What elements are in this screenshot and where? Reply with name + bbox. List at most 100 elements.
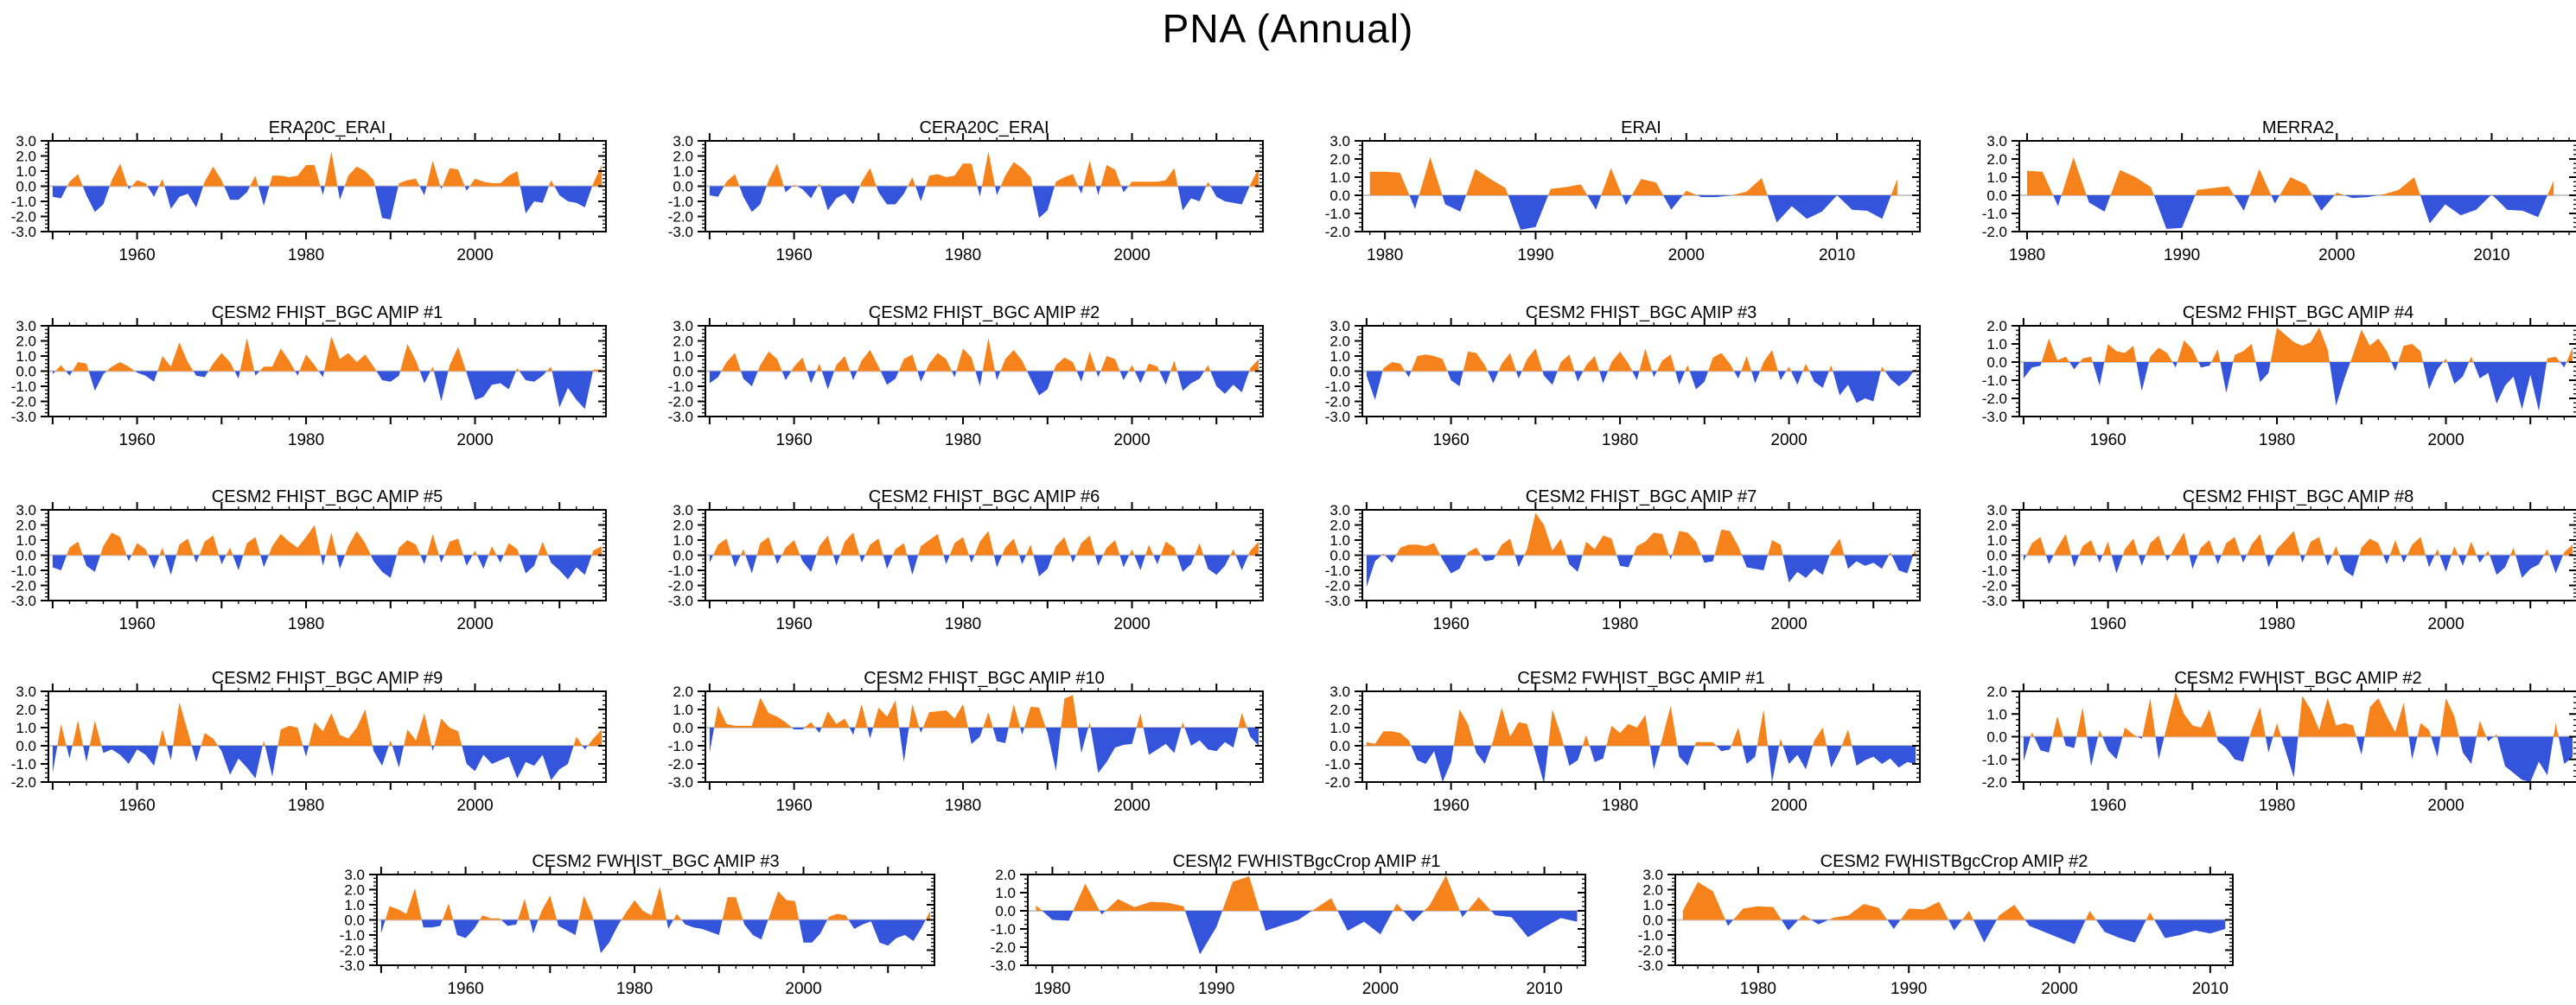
y-tick-label: -1.0 [1325,756,1350,773]
x-tick-label: 1980 [945,615,981,633]
panel-title: CESM2 FHIST_BGC AMIP #8 [2183,487,2414,506]
series-area-positive [1682,881,2226,920]
x-tick-label: 1960 [2089,615,2126,633]
y-tick-label: -3.0 [11,224,36,240]
y-tick-label: 1.0 [344,897,365,913]
y-tick-label: -3.0 [1325,593,1350,609]
y-tick-label: -2.0 [11,578,36,595]
y-tick-label: -1.0 [11,563,36,579]
x-tick-label: 1990 [1891,980,1927,998]
y-tick-label: 2.0 [1986,318,2007,334]
y-tick-label: -1.0 [668,738,693,754]
y-tick-label: 3.0 [16,318,36,334]
series-area-positive [709,338,1259,372]
y-tick-label: -3.0 [11,593,36,609]
series-area-positive [1036,875,1578,911]
x-tick-label: 1960 [1432,797,1469,815]
y-tick-label: 1.0 [995,885,1016,901]
y-tick-label: 0.0 [1329,188,1350,204]
series-area-negative [1369,195,1897,230]
y-tick-label: 2.0 [995,867,1016,883]
series-area-positive [2023,328,2573,362]
series-area-positive [380,887,931,920]
series-area-negative [1036,911,1578,955]
y-tick-label: 2.0 [1642,882,1663,899]
panel-title: CESM2 FHIST_BGC AMIP #5 [212,487,443,506]
x-tick-label: 1980 [288,797,324,815]
y-tick-label: 2.0 [1986,518,2007,534]
panel-title: CESM2 FHIST_BGC AMIP #3 [1526,303,1757,322]
panel-7: CESM2 FHIST_BGC AMIP #4 1960 1980 2000 -3.0 -… [1982,303,2576,449]
y-tick-label: -3.0 [668,224,693,240]
y-tick-label: -2.0 [1982,578,2007,595]
x-tick-label: 1980 [945,246,981,264]
panel-title: CESM2 FWHISTBgcCrop AMIP #1 [1173,852,1441,871]
y-tick-label: 3.0 [344,867,365,883]
y-tick-label: 0.0 [673,548,693,564]
y-tick-label: 3.0 [16,684,36,700]
x-tick-label: 1980 [288,246,324,264]
y-tick-label: -2.0 [1982,774,2007,791]
series-area-positive [709,531,1259,556]
panel-title: CESM2 FHIST_BGC AMIP #6 [869,487,1100,506]
panel-title: CESM2 FHIST_BGC AMIP #1 [212,303,443,322]
x-tick-label: 2000 [2427,615,2464,633]
panel-title: MERRA2 [2262,118,2334,137]
x-tick-label: 2000 [1113,431,1150,449]
series-area-negative [52,186,603,219]
y-tick-label: -2.0 [11,209,36,226]
y-tick-label: 0.0 [344,913,365,929]
y-tick-label: 2.0 [673,149,693,165]
panel-title: ERA20C_ERAI [269,118,386,137]
series-area-negative [1682,919,2226,945]
x-tick-label: 1980 [945,797,981,815]
y-tick-label: 3.0 [1329,318,1350,334]
x-tick-label: 2010 [1526,980,1562,998]
series-area-positive [52,336,603,372]
y-tick-label: 1.0 [16,720,36,736]
x-tick-label: 2000 [1113,797,1150,815]
y-tick-label: -2.0 [1982,391,2007,407]
y-tick-label: 0.0 [673,364,693,380]
x-tick-label: 2000 [456,431,493,449]
y-tick-label: -2.0 [1325,224,1350,240]
x-tick-label: 1960 [775,246,812,264]
y-tick-label: 1.0 [1329,532,1350,549]
y-tick-label: 3.0 [16,133,36,149]
x-tick-label: 2000 [1668,246,1705,264]
x-tick-label: 1960 [118,431,155,449]
x-tick-label: 1960 [2089,431,2126,449]
series-area-positive [52,702,603,746]
y-tick-label: 1.0 [673,702,693,718]
plot-frame [705,690,1264,783]
x-tick-label: 1960 [118,797,155,815]
y-tick-label: 3.0 [1986,502,2007,518]
series-area-negative [2023,362,2573,411]
y-tick-label: 1.0 [1329,720,1350,736]
y-tick-label: 1.0 [1986,169,2007,186]
panel-title: CESM2 FHIST_BGC AMIP #9 [212,669,443,688]
y-tick-label: 1.0 [16,163,36,180]
y-tick-label: 3.0 [1642,867,1663,883]
y-tick-label: 0.0 [1986,548,2007,564]
x-tick-label: 2000 [1770,615,1807,633]
y-tick-label: -1.0 [340,927,365,944]
plot-frame [1027,874,1586,966]
y-tick-label: -1.0 [668,194,693,210]
x-tick-label: 1960 [775,797,812,815]
x-tick-label: 2000 [2427,797,2464,815]
y-tick-label: 1.0 [1986,336,2007,353]
y-tick-label: -2.0 [668,209,693,226]
y-tick-label: 1.0 [16,532,36,549]
x-tick-label: 2000 [456,246,493,264]
y-tick-label: -2.0 [1982,224,2007,240]
y-tick-label: -1.0 [1325,378,1350,395]
panel-3: MERRA2 1980 1990 2000 2010 -2.0 -1.0 0.0 1.02.0 3… [1982,118,2576,264]
series-area-negative [709,186,1259,219]
y-tick-label: -1.0 [1325,206,1350,222]
y-tick-label: 2.0 [344,882,365,899]
x-tick-label: 1990 [1198,980,1234,998]
y-tick-label: 1.0 [673,348,693,365]
